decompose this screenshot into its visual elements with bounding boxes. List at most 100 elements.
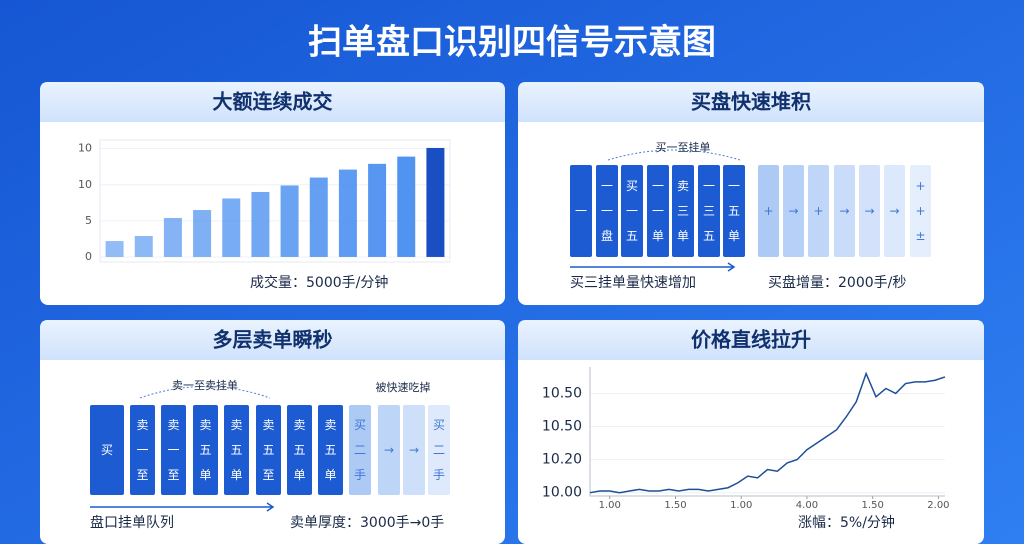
bar [338, 169, 357, 257]
cell-label: 卖五单 [230, 418, 242, 482]
cell-label: 卖五单 [199, 418, 211, 482]
page-title: 扫单盘口识别四信号示意图 [308, 23, 716, 63]
cell-label: + [813, 204, 823, 218]
order-cell [910, 165, 931, 257]
cell-label: → [788, 204, 798, 218]
caption: 涨幅：5%/分钟 [798, 514, 895, 531]
x-tick-label: 1.00 [599, 500, 621, 511]
bar [163, 217, 182, 257]
cell-label: → [889, 204, 899, 218]
cell-label: + [763, 204, 773, 218]
cell-label: 一三五 [703, 179, 715, 243]
cell-label: 一五单 [728, 179, 740, 243]
cell-label: 卖五至 [262, 418, 274, 482]
cell-label: 买二手 [433, 418, 445, 482]
order-cell [378, 405, 400, 495]
order-cell [884, 165, 905, 257]
cell-label: 买一五 [626, 179, 638, 243]
order-cell [90, 405, 124, 495]
order-cell [428, 405, 450, 495]
order-cell [193, 405, 218, 495]
order-cell [318, 405, 343, 495]
panel-header [40, 82, 505, 122]
bar [368, 163, 387, 257]
x-tick-label: 1.00 [730, 500, 752, 511]
order-cell [349, 405, 371, 495]
cell-label: 卖五单 [324, 418, 336, 482]
order-cell [403, 405, 425, 495]
flow-arrow [90, 502, 275, 512]
order-cell [758, 165, 779, 257]
caption: 买三挂单量快速增加 [570, 275, 696, 291]
panel-title: 价格直线拉升 [691, 328, 811, 352]
bar [222, 198, 241, 257]
axes [589, 367, 945, 497]
y-tick-label: 10 [78, 142, 92, 155]
order-cell [130, 405, 155, 495]
order-cell [287, 405, 312, 495]
order-cell [621, 165, 643, 257]
bracket-label: 买一至挂单 [656, 140, 711, 154]
caption: 卖单厚度：3000手→0手 [290, 515, 444, 531]
order-cell [859, 165, 880, 257]
bracket [139, 386, 271, 399]
cell-label: → [409, 443, 419, 457]
x-tick-label: 2.00 [927, 500, 949, 511]
panel-title: 大额连续成交 [213, 90, 333, 114]
y-tick-label: 5 [85, 214, 92, 227]
panel-header [40, 320, 505, 360]
cell-label: → [839, 204, 849, 218]
bracket-label: 卖一至卖挂单 [172, 378, 238, 392]
cell-label: 一一盘 [601, 179, 613, 243]
cell-label: 买二手 [354, 418, 366, 482]
order-cell [224, 405, 249, 495]
panel-header [518, 82, 984, 122]
order-cell [783, 165, 804, 257]
panel [40, 82, 505, 305]
order-cell [808, 165, 829, 257]
cell-label: 一一单 [652, 179, 664, 243]
order-cell [647, 165, 669, 257]
y-tick-label: 10.50 [542, 419, 582, 435]
y-tick-label: 10.20 [542, 452, 582, 468]
cell-label: 卖一至 [136, 418, 148, 482]
bar [134, 236, 153, 257]
bar [426, 147, 445, 257]
bar [309, 177, 328, 257]
cell-label: 一 [575, 204, 587, 218]
cell-label: 卖三单 [677, 179, 689, 243]
order-cell [672, 165, 694, 257]
order-cell [256, 405, 281, 495]
panel-header [518, 320, 984, 360]
caption: 成交量：5000手/分钟 [250, 274, 388, 291]
cell-label: → [864, 204, 874, 218]
order-cell [570, 165, 592, 257]
bar [397, 156, 416, 257]
x-tick-label: 4.00 [796, 500, 818, 511]
y-tick-label: 10.50 [542, 385, 582, 401]
side-label: 被快速吃掉 [376, 380, 431, 394]
bar [251, 191, 270, 257]
caption: 买盘增量：2000手/秒 [768, 274, 906, 291]
cell-label: + + ± [915, 179, 925, 243]
bar [280, 185, 299, 257]
y-tick-label: 10.00 [542, 485, 582, 501]
order-cell [723, 165, 745, 257]
y-tick-label: 0 [85, 250, 92, 263]
caption: 盘口挂单队列 [90, 514, 174, 531]
order-cell [698, 165, 720, 257]
y-tick-label: 10 [78, 178, 92, 191]
plot-frame [99, 139, 451, 263]
cell-label: 卖一至 [167, 418, 179, 482]
price-line [589, 371, 946, 494]
cell-label: 买 [101, 443, 113, 457]
order-cell [596, 165, 618, 257]
panel-title: 买盘快速堆积 [691, 90, 811, 114]
bar [193, 210, 212, 257]
x-tick-label: 1.50 [862, 500, 884, 511]
bar [105, 241, 124, 257]
x-tick-label: 1.50 [664, 500, 686, 511]
panel-title: 多层卖单瞬秒 [213, 328, 333, 352]
